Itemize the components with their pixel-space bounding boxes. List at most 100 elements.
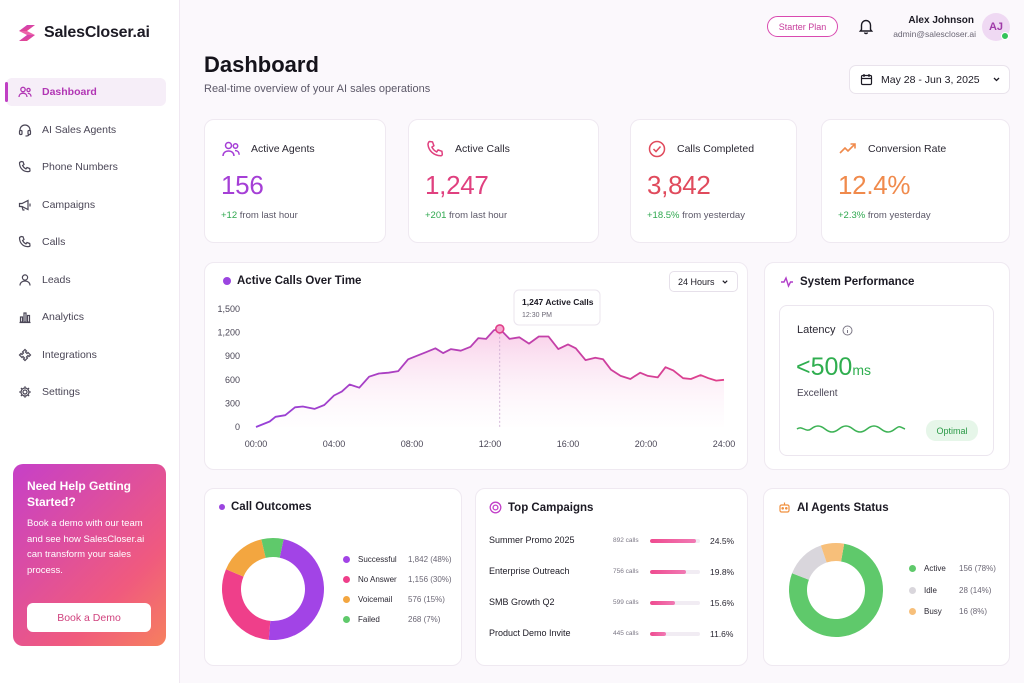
kpi-card-conversion-rate: Conversion Rate 12.4% +2.3% from yesterd… [821, 119, 1010, 243]
sidebar-item-leads[interactable]: Leads [6, 266, 166, 294]
phone-icon [18, 235, 32, 249]
kpi-value: 3,842 [647, 170, 711, 200]
chevron-down-icon [993, 77, 1000, 82]
help-card: Need Help Getting Started? Book a demo w… [13, 464, 166, 646]
campaign-calls: 445 calls [613, 630, 639, 637]
legend-active: Active 156 (78%) [909, 564, 996, 573]
y-tick-label: 0 [235, 422, 240, 432]
kpi-value: 1,247 [425, 170, 489, 200]
online-status-dot [1001, 32, 1009, 40]
plan-badge[interactable]: Starter Plan [767, 16, 838, 37]
area-fill [256, 328, 724, 427]
sidebar-item-label: Settings [42, 386, 80, 398]
active-calls-chart[interactable]: 0 300 600 900 1,200 1,500 00:00 04:00 08:00 12:0… [204, 262, 748, 470]
agents-status-donut[interactable] [788, 542, 884, 638]
kpi-card-calls-completed: Calls Completed 3,842 +18.5% from yester… [630, 119, 797, 243]
campaign-calls: 892 calls [613, 537, 639, 544]
campaign-row[interactable]: Summer Promo 2025 892 calls 24.5% [489, 535, 739, 551]
donut-slice-active[interactable] [789, 543, 883, 637]
optimal-badge: Optimal [926, 420, 978, 441]
y-tick-label: 600 [225, 375, 240, 385]
legend-failed: Failed 268 (7%) [343, 615, 440, 624]
call-outcomes-card [204, 488, 462, 666]
user-icon [18, 273, 32, 287]
help-text: Book a demo with our team and see how Sa… [27, 518, 145, 576]
sidebar-item-dashboard[interactable]: Dashboard [5, 78, 166, 106]
campaign-row[interactable]: Enterprise Outreach 756 calls 19.8% [489, 566, 739, 582]
top-campaigns-card [475, 488, 748, 666]
donut-slice-failed[interactable] [261, 538, 284, 558]
sidebar-item-label: Integrations [42, 348, 97, 361]
x-tick-label: 16:00 [557, 439, 580, 449]
sidebar-item-ai-sales-agents[interactable]: AI Sales Agents [6, 116, 166, 144]
tooltip-time: 12:30 PM [522, 312, 552, 319]
campaign-bar-fill [650, 539, 696, 543]
y-tick-label: 1,500 [217, 304, 240, 314]
info-icon[interactable] [842, 325, 853, 336]
brand-name: SalesCloser.ai [44, 24, 150, 41]
pulse-icon [781, 276, 793, 288]
kpi-card-active-calls: Active Calls 1,247 +201 from last hour [408, 119, 599, 243]
latency-sparkline [796, 425, 906, 433]
y-tick-label: 300 [225, 398, 240, 408]
legend-idle: Idle 28 (14%) [909, 586, 991, 595]
target-icon [489, 501, 502, 514]
hover-point[interactable] [494, 324, 505, 334]
donut-slice-idle[interactable] [792, 545, 827, 580]
kpi-label: Calls Completed [677, 143, 755, 155]
kpi-change: +201 from last hour [425, 210, 508, 221]
kpi-value: 12.4% [838, 170, 911, 200]
sidebar-item-calls[interactable]: Calls [6, 228, 166, 256]
latency-label: Latency [797, 324, 853, 336]
donut-slice-busy[interactable] [820, 543, 845, 563]
campaign-percent: 15.6% [710, 598, 735, 608]
sidebar-item-label: AI Sales Agents [42, 123, 117, 136]
sidebar-item-label: Campaigns [42, 198, 96, 211]
y-tick-label: 1,200 [217, 328, 240, 338]
brand-logo[interactable]: SalesCloser.ai [16, 22, 150, 44]
campaign-name: SMB Growth Q2 [489, 597, 555, 607]
sidebar-item-integrations[interactable]: Integrations [6, 341, 166, 369]
campaign-bar-track [650, 570, 700, 574]
title-dot [219, 504, 225, 510]
time-range-select[interactable]: 24 Hours [669, 271, 738, 292]
campaign-bar-track [650, 601, 700, 605]
kpi-change: +12 from last hour [221, 210, 298, 221]
x-tick-label: 12:00 [479, 439, 502, 449]
x-tick-label: 00:00 [245, 439, 268, 449]
book-demo-button[interactable]: Book a Demo [27, 603, 151, 632]
sidebar-item-analytics[interactable]: Analytics [6, 303, 166, 331]
sidebar-item-phone-numbers[interactable]: Phone Numbers [6, 153, 166, 181]
donut-slice-successful[interactable] [268, 539, 325, 640]
campaign-percent: 19.8% [710, 567, 735, 577]
latency-panel: Latency <500ms Excellent Optimal [779, 305, 994, 456]
x-tick-label: 20:00 [635, 439, 658, 449]
call-outcomes-donut[interactable] [220, 536, 326, 642]
ai-agents-status-title: AI Agents Status [778, 501, 889, 514]
donut-slice-voicemail[interactable] [225, 539, 266, 577]
campaign-bar-fill [650, 632, 666, 636]
campaign-row[interactable]: SMB Growth Q2 599 calls 15.6% [489, 597, 739, 613]
sidebar-item-campaigns[interactable]: Campaigns [6, 191, 166, 219]
series-line [255, 328, 725, 428]
user-email: admin@salescloser.ai [893, 29, 976, 39]
campaign-bar-fill [650, 570, 686, 574]
bell-icon[interactable] [857, 17, 875, 35]
kpi-value: 156 [221, 170, 264, 200]
call-outcomes-title: Call Outcomes [219, 501, 312, 513]
page-subtitle: Real-time overview of your AI sales oper… [204, 83, 431, 95]
date-range-picker[interactable]: May 28 - Jun 3, 2025 [849, 65, 1010, 94]
sidebar-item-label: Leads [42, 273, 71, 286]
kpi-change: +2.3% from yesterday [838, 210, 931, 221]
date-range-label: May 28 - Jun 3, 2025 [881, 73, 980, 86]
sidebar-item-settings[interactable]: Settings [6, 378, 166, 406]
x-tick-label: 04:00 [323, 439, 346, 449]
trending-up-icon [839, 143, 856, 154]
campaign-row[interactable]: Product Demo Invite 445 calls 11.6% [489, 628, 739, 644]
donut-slice-no-answer[interactable] [222, 569, 271, 640]
campaign-name: Summer Promo 2025 [489, 535, 575, 545]
legend-dot [343, 556, 350, 563]
calendar-icon [860, 74, 873, 86]
avatar[interactable]: AJ [982, 13, 1010, 41]
legend-dot [343, 576, 350, 583]
